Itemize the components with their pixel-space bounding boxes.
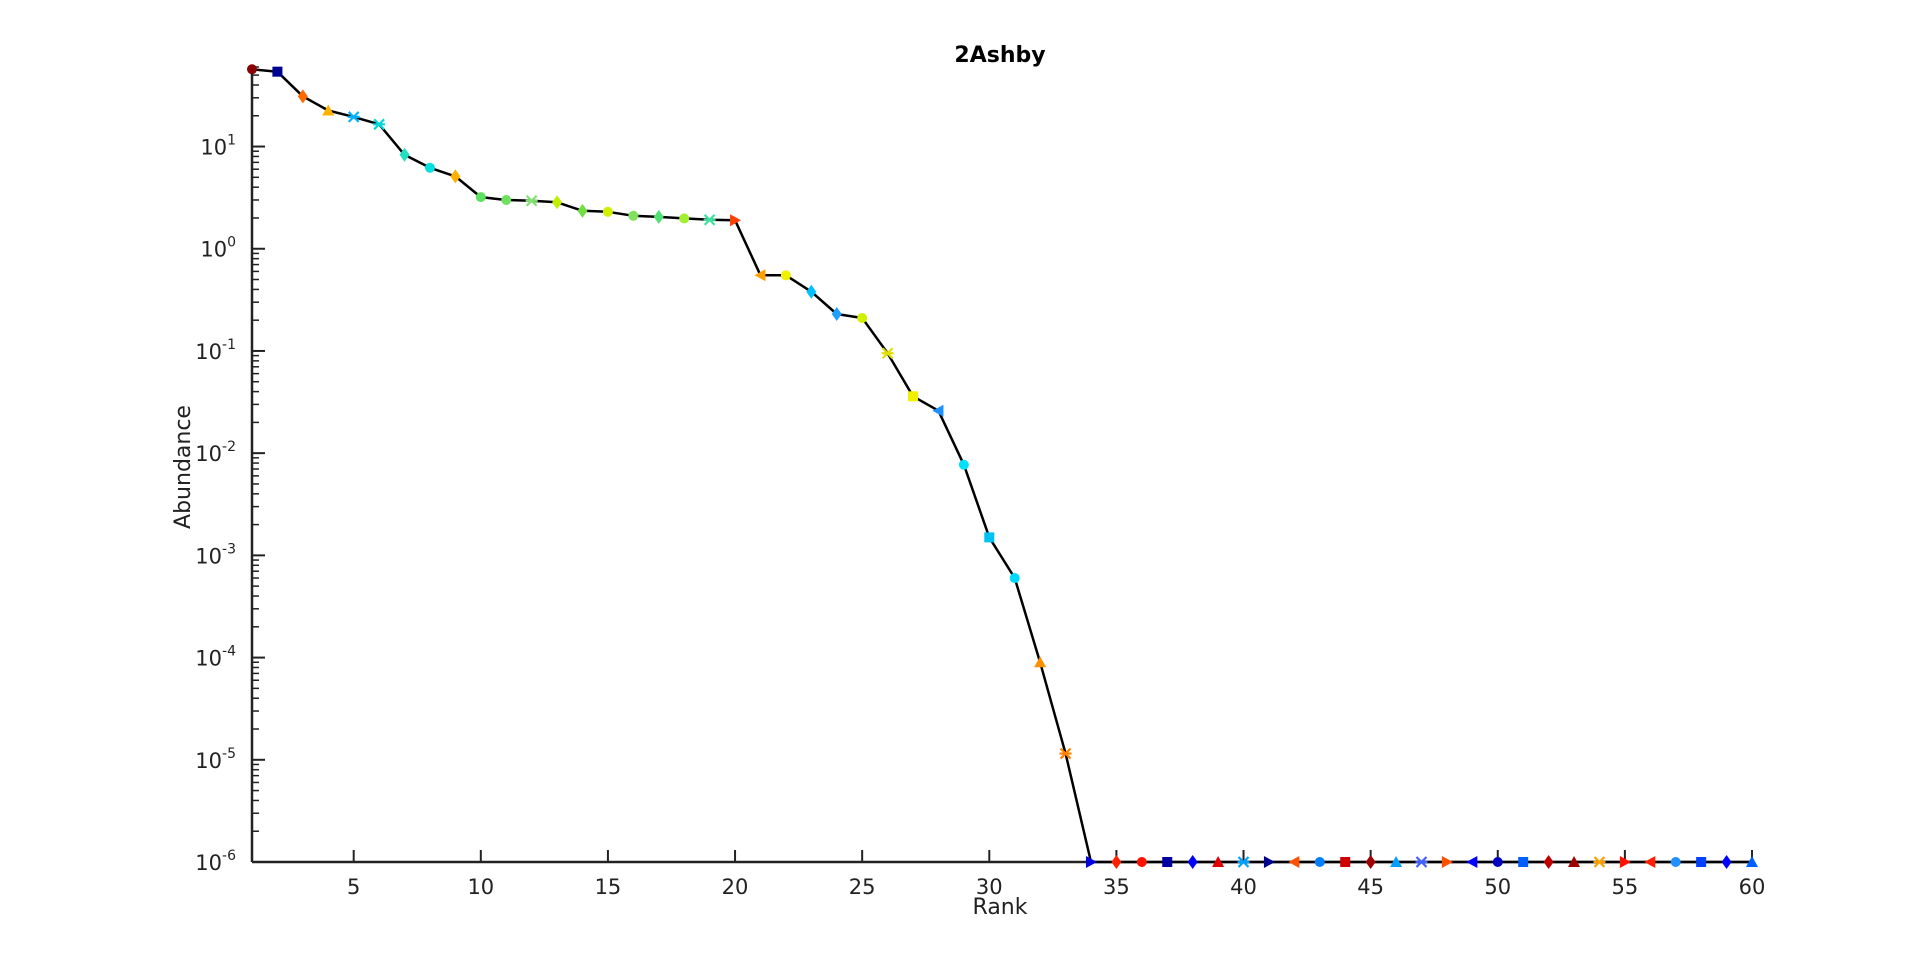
data-point bbox=[1696, 857, 1707, 867]
data-point bbox=[322, 104, 335, 116]
data-point bbox=[1034, 656, 1047, 668]
data-point bbox=[602, 206, 613, 217]
data-point bbox=[1593, 856, 1606, 868]
y-tick-label: 101 bbox=[200, 133, 236, 160]
y-tick-label: 10-2 bbox=[195, 439, 236, 466]
data-point bbox=[703, 214, 716, 226]
x-tick-label: 30 bbox=[976, 875, 1003, 899]
data-point bbox=[1212, 856, 1225, 867]
x-tick-label: 40 bbox=[1230, 875, 1257, 899]
data-point bbox=[1009, 573, 1020, 584]
chart-title: 2Ashby bbox=[954, 43, 1045, 68]
data-point bbox=[653, 209, 664, 224]
x-tick-label: 60 bbox=[1739, 875, 1766, 899]
data-point bbox=[1365, 855, 1376, 869]
data-point bbox=[1746, 856, 1758, 867]
data-point bbox=[1059, 747, 1072, 760]
x-axis-label: Rank bbox=[973, 895, 1028, 920]
y-tick-label: 10-3 bbox=[195, 541, 236, 568]
y-tick-label: 100 bbox=[200, 235, 236, 262]
data-point bbox=[1111, 855, 1122, 869]
data-point bbox=[373, 118, 386, 131]
x-tick-label: 20 bbox=[722, 875, 749, 899]
data-point bbox=[347, 111, 360, 123]
data-point bbox=[450, 169, 461, 184]
data-point bbox=[806, 284, 817, 299]
x-tick-label: 45 bbox=[1357, 875, 1384, 899]
data-point bbox=[399, 147, 410, 162]
data-point bbox=[1441, 856, 1453, 868]
data-point bbox=[272, 66, 283, 77]
axes: 5 10 15 20 25 30 35 40 45 50 55 60 101 100 10-1 10-2 10-… bbox=[195, 66, 1766, 899]
data-point bbox=[1415, 856, 1428, 868]
data-point bbox=[984, 532, 995, 543]
x-tick-label: 25 bbox=[849, 875, 876, 899]
abundance-line bbox=[251, 68, 1752, 864]
y-tick-label: 10-5 bbox=[195, 746, 236, 773]
data-point bbox=[1390, 856, 1403, 867]
data-point bbox=[1721, 855, 1732, 869]
data-point bbox=[1644, 856, 1656, 868]
data-point bbox=[780, 270, 791, 281]
data-point bbox=[857, 313, 868, 324]
data-point bbox=[552, 195, 563, 210]
x-tick-label: 10 bbox=[467, 875, 494, 899]
data-point bbox=[1340, 857, 1351, 867]
data-point bbox=[1619, 856, 1631, 868]
data-point bbox=[932, 404, 944, 417]
data-point bbox=[525, 194, 538, 207]
x-tick-label: 5 bbox=[347, 875, 360, 899]
data-point bbox=[501, 194, 512, 205]
data-point bbox=[881, 347, 894, 360]
data-point bbox=[247, 64, 257, 75]
y-tick-label: 10-6 bbox=[195, 848, 236, 875]
x-tick-label: 55 bbox=[1612, 875, 1639, 899]
data-point bbox=[908, 391, 919, 402]
data-point bbox=[1187, 855, 1198, 869]
data-point bbox=[1670, 857, 1681, 867]
data-point bbox=[1263, 856, 1275, 868]
data-point bbox=[1085, 856, 1097, 868]
data-point bbox=[1288, 856, 1300, 868]
y-axis-label: Abundance bbox=[171, 405, 196, 529]
data-point bbox=[297, 89, 308, 104]
data-point bbox=[1136, 857, 1147, 867]
x-tick-label: 50 bbox=[1484, 875, 1511, 899]
series-line bbox=[251, 68, 1752, 864]
data-point bbox=[424, 162, 435, 173]
x-tick-label: 35 bbox=[1103, 875, 1130, 899]
data-markers bbox=[247, 64, 1758, 869]
data-point bbox=[1162, 857, 1173, 867]
data-point bbox=[1466, 856, 1478, 868]
y-tick-label: 10-4 bbox=[195, 644, 236, 671]
data-point bbox=[1518, 857, 1529, 867]
data-point bbox=[1314, 857, 1325, 867]
x-tick-label: 15 bbox=[595, 875, 622, 899]
data-point bbox=[754, 269, 766, 282]
data-point bbox=[1568, 856, 1581, 867]
data-point bbox=[1543, 855, 1554, 869]
data-point bbox=[628, 210, 639, 221]
data-point bbox=[1492, 857, 1503, 867]
data-point bbox=[577, 203, 588, 218]
data-point bbox=[831, 306, 842, 321]
data-point bbox=[958, 459, 969, 470]
data-point bbox=[475, 192, 486, 203]
y-tick-label: 10-1 bbox=[195, 337, 236, 364]
data-point bbox=[1237, 856, 1250, 868]
data-point bbox=[730, 214, 742, 227]
data-point bbox=[679, 213, 690, 224]
